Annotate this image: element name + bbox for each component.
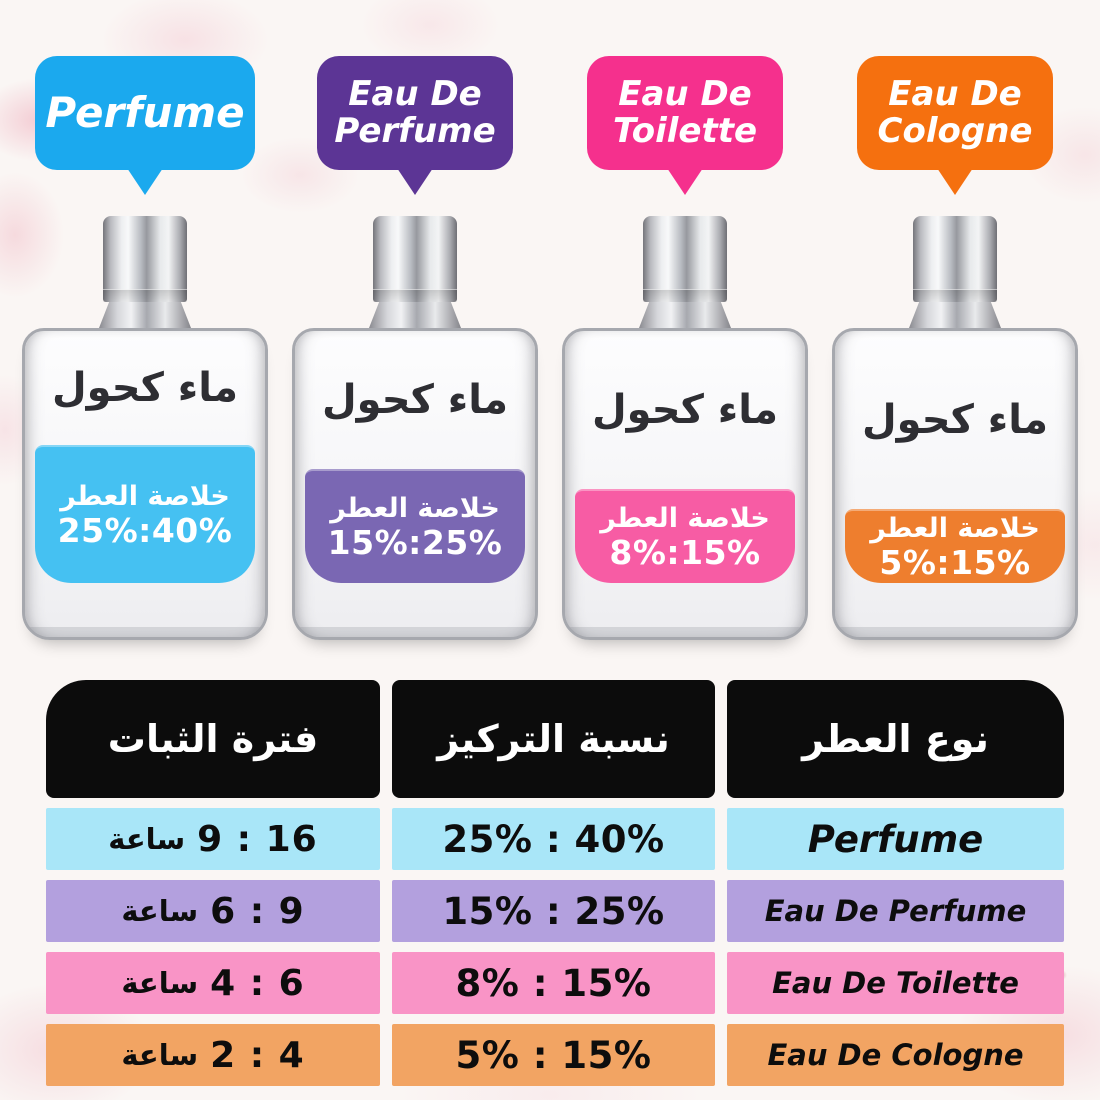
bottle-neck bbox=[909, 302, 1001, 328]
table-header-type: نوع العطر bbox=[727, 680, 1064, 798]
alcohol-water-label: ماء كحول bbox=[591, 387, 779, 433]
bottle-cap bbox=[913, 216, 997, 302]
essence-label: خلاصة العطر bbox=[600, 502, 770, 534]
type-cell-eau-de-toilette: Eau De Toilette bbox=[727, 952, 1064, 1014]
table-header-duration: فترة الثبات bbox=[46, 680, 380, 798]
bottle-eau-de-toilette: ماء كحول خلاصة العطر 8%:15% bbox=[562, 216, 808, 640]
bottle-liquid: خلاصة العطر 8%:15% bbox=[575, 489, 795, 583]
bottle-glass-area: ماء كحول bbox=[565, 331, 805, 489]
bubble-perfume-label: Perfume bbox=[45, 87, 245, 137]
bottle-liquid: خلاصة العطر 25%:40% bbox=[35, 445, 255, 583]
column-eau-de-cologne: Eau De Cologne ماء كحول خلاصة العطر 5%:1… bbox=[824, 56, 1086, 640]
essence-label: خلاصة العطر bbox=[330, 492, 500, 524]
type-cell-eau-de-cologne: Eau De Cologne bbox=[727, 1024, 1064, 1086]
duration-unit: ساعة bbox=[121, 966, 199, 1000]
bubble-eau-de-cologne: Eau De Cologne bbox=[857, 56, 1053, 170]
table-header-concentration: نسبة التركيز bbox=[392, 680, 715, 798]
duration-range: 9 : 16 bbox=[197, 818, 318, 860]
concentration-cell-eau-de-cologne: 5% : 15% bbox=[392, 1024, 715, 1086]
bottle-neck bbox=[369, 302, 461, 328]
duration-cell-perfume: ساعة 9 : 16 bbox=[46, 808, 380, 870]
column-eau-de-toilette: Eau De Toilette ماء كحول خلاصة العطر 8%:… bbox=[554, 56, 816, 640]
essence-label: خلاصة العطر bbox=[870, 512, 1040, 544]
duration-range: 2 : 4 bbox=[210, 1034, 305, 1076]
bottle-liquid: خلاصة العطر 5%:15% bbox=[845, 509, 1065, 583]
concentration-range: 15%:25% bbox=[327, 522, 503, 562]
bottle-body: ماء كحول خلاصة العطر 15%:25% bbox=[292, 328, 538, 640]
bottle-cap bbox=[103, 216, 187, 302]
duration-cell-eau-de-perfume: ساعة 6 : 9 bbox=[46, 880, 380, 942]
bottle-base bbox=[835, 583, 1075, 637]
concentration-range: 25%:40% bbox=[57, 510, 233, 550]
duration-range: 6 : 9 bbox=[210, 890, 305, 932]
bottle-liquid: خلاصة العطر 15%:25% bbox=[305, 469, 525, 583]
bubble-perfume: Perfume bbox=[35, 56, 255, 170]
bottle-eau-de-cologne: ماء كحول خلاصة العطر 5%:15% bbox=[832, 216, 1078, 640]
type-cell-eau-de-perfume: Eau De Perfume bbox=[727, 880, 1064, 942]
bottle-eau-de-perfume: ماء كحول خلاصة العطر 15%:25% bbox=[292, 216, 538, 640]
bubble-eau-de-cologne-label: Eau De Cologne bbox=[877, 73, 1033, 151]
alcohol-water-label: ماء كحول bbox=[321, 377, 509, 423]
duration-unit: ساعة bbox=[108, 822, 186, 856]
alcohol-water-label: ماء كحول bbox=[51, 365, 239, 411]
bubble-eau-de-perfume-label: Eau De Perfume bbox=[334, 73, 496, 151]
bottle-body: ماء كحول خلاصة العطر 5%:15% bbox=[832, 328, 1078, 640]
bottle-glass-area: ماء كحول bbox=[295, 331, 535, 469]
bottle-body: ماء كحول خلاصة العطر 8%:15% bbox=[562, 328, 808, 640]
bottle-glass-area: ماء كحول bbox=[835, 331, 1075, 509]
duration-cell-eau-de-cologne: ساعة 2 : 4 bbox=[46, 1024, 380, 1086]
concentration-cell-perfume: 25% : 40% bbox=[392, 808, 715, 870]
essence-label: خلاصة العطر bbox=[60, 480, 230, 512]
concentration-range: 5%:15% bbox=[879, 542, 1031, 582]
bottle-perfume: ماء كحول خلاصة العطر 25%:40% bbox=[22, 216, 268, 640]
duration-cell-eau-de-toilette: ساعة 4 : 6 bbox=[46, 952, 380, 1014]
bubble-eau-de-perfume: Eau De Perfume bbox=[317, 56, 513, 170]
column-perfume: Perfume ماء كحول خلاصة العطر 25%:40% bbox=[14, 56, 276, 640]
duration-range: 4 : 6 bbox=[210, 962, 305, 1004]
bottle-base bbox=[295, 583, 535, 637]
bottle-neck bbox=[99, 302, 191, 328]
duration-unit: ساعة bbox=[121, 894, 199, 928]
type-cell-perfume: Perfume bbox=[727, 808, 1064, 870]
alcohol-water-label: ماء كحول bbox=[861, 397, 1049, 443]
bubble-eau-de-toilette: Eau De Toilette bbox=[587, 56, 783, 170]
column-eau-de-perfume: Eau De Perfume ماء كحول خلاصة العطر 15%:… bbox=[284, 56, 546, 640]
bubble-eau-de-toilette-label: Eau De Toilette bbox=[612, 73, 758, 151]
bottles-section: Perfume ماء كحول خلاصة العطر 25%:40% Eau… bbox=[0, 0, 1100, 640]
concentration-cell-eau-de-toilette: 8% : 15% bbox=[392, 952, 715, 1014]
bottle-body: ماء كحول خلاصة العطر 25%:40% bbox=[22, 328, 268, 640]
bottle-neck bbox=[639, 302, 731, 328]
duration-unit: ساعة bbox=[121, 1038, 199, 1072]
concentration-range: 8%:15% bbox=[609, 532, 761, 572]
bottle-base bbox=[25, 583, 265, 637]
comparison-table: فترة الثبات نسبة التركيز نوع العطر ساعة … bbox=[46, 680, 1064, 1086]
bottle-glass-area: ماء كحول bbox=[25, 331, 265, 445]
bottle-cap bbox=[373, 216, 457, 302]
concentration-cell-eau-de-perfume: 15% : 25% bbox=[392, 880, 715, 942]
bottle-cap bbox=[643, 216, 727, 302]
bottle-base bbox=[565, 583, 805, 637]
